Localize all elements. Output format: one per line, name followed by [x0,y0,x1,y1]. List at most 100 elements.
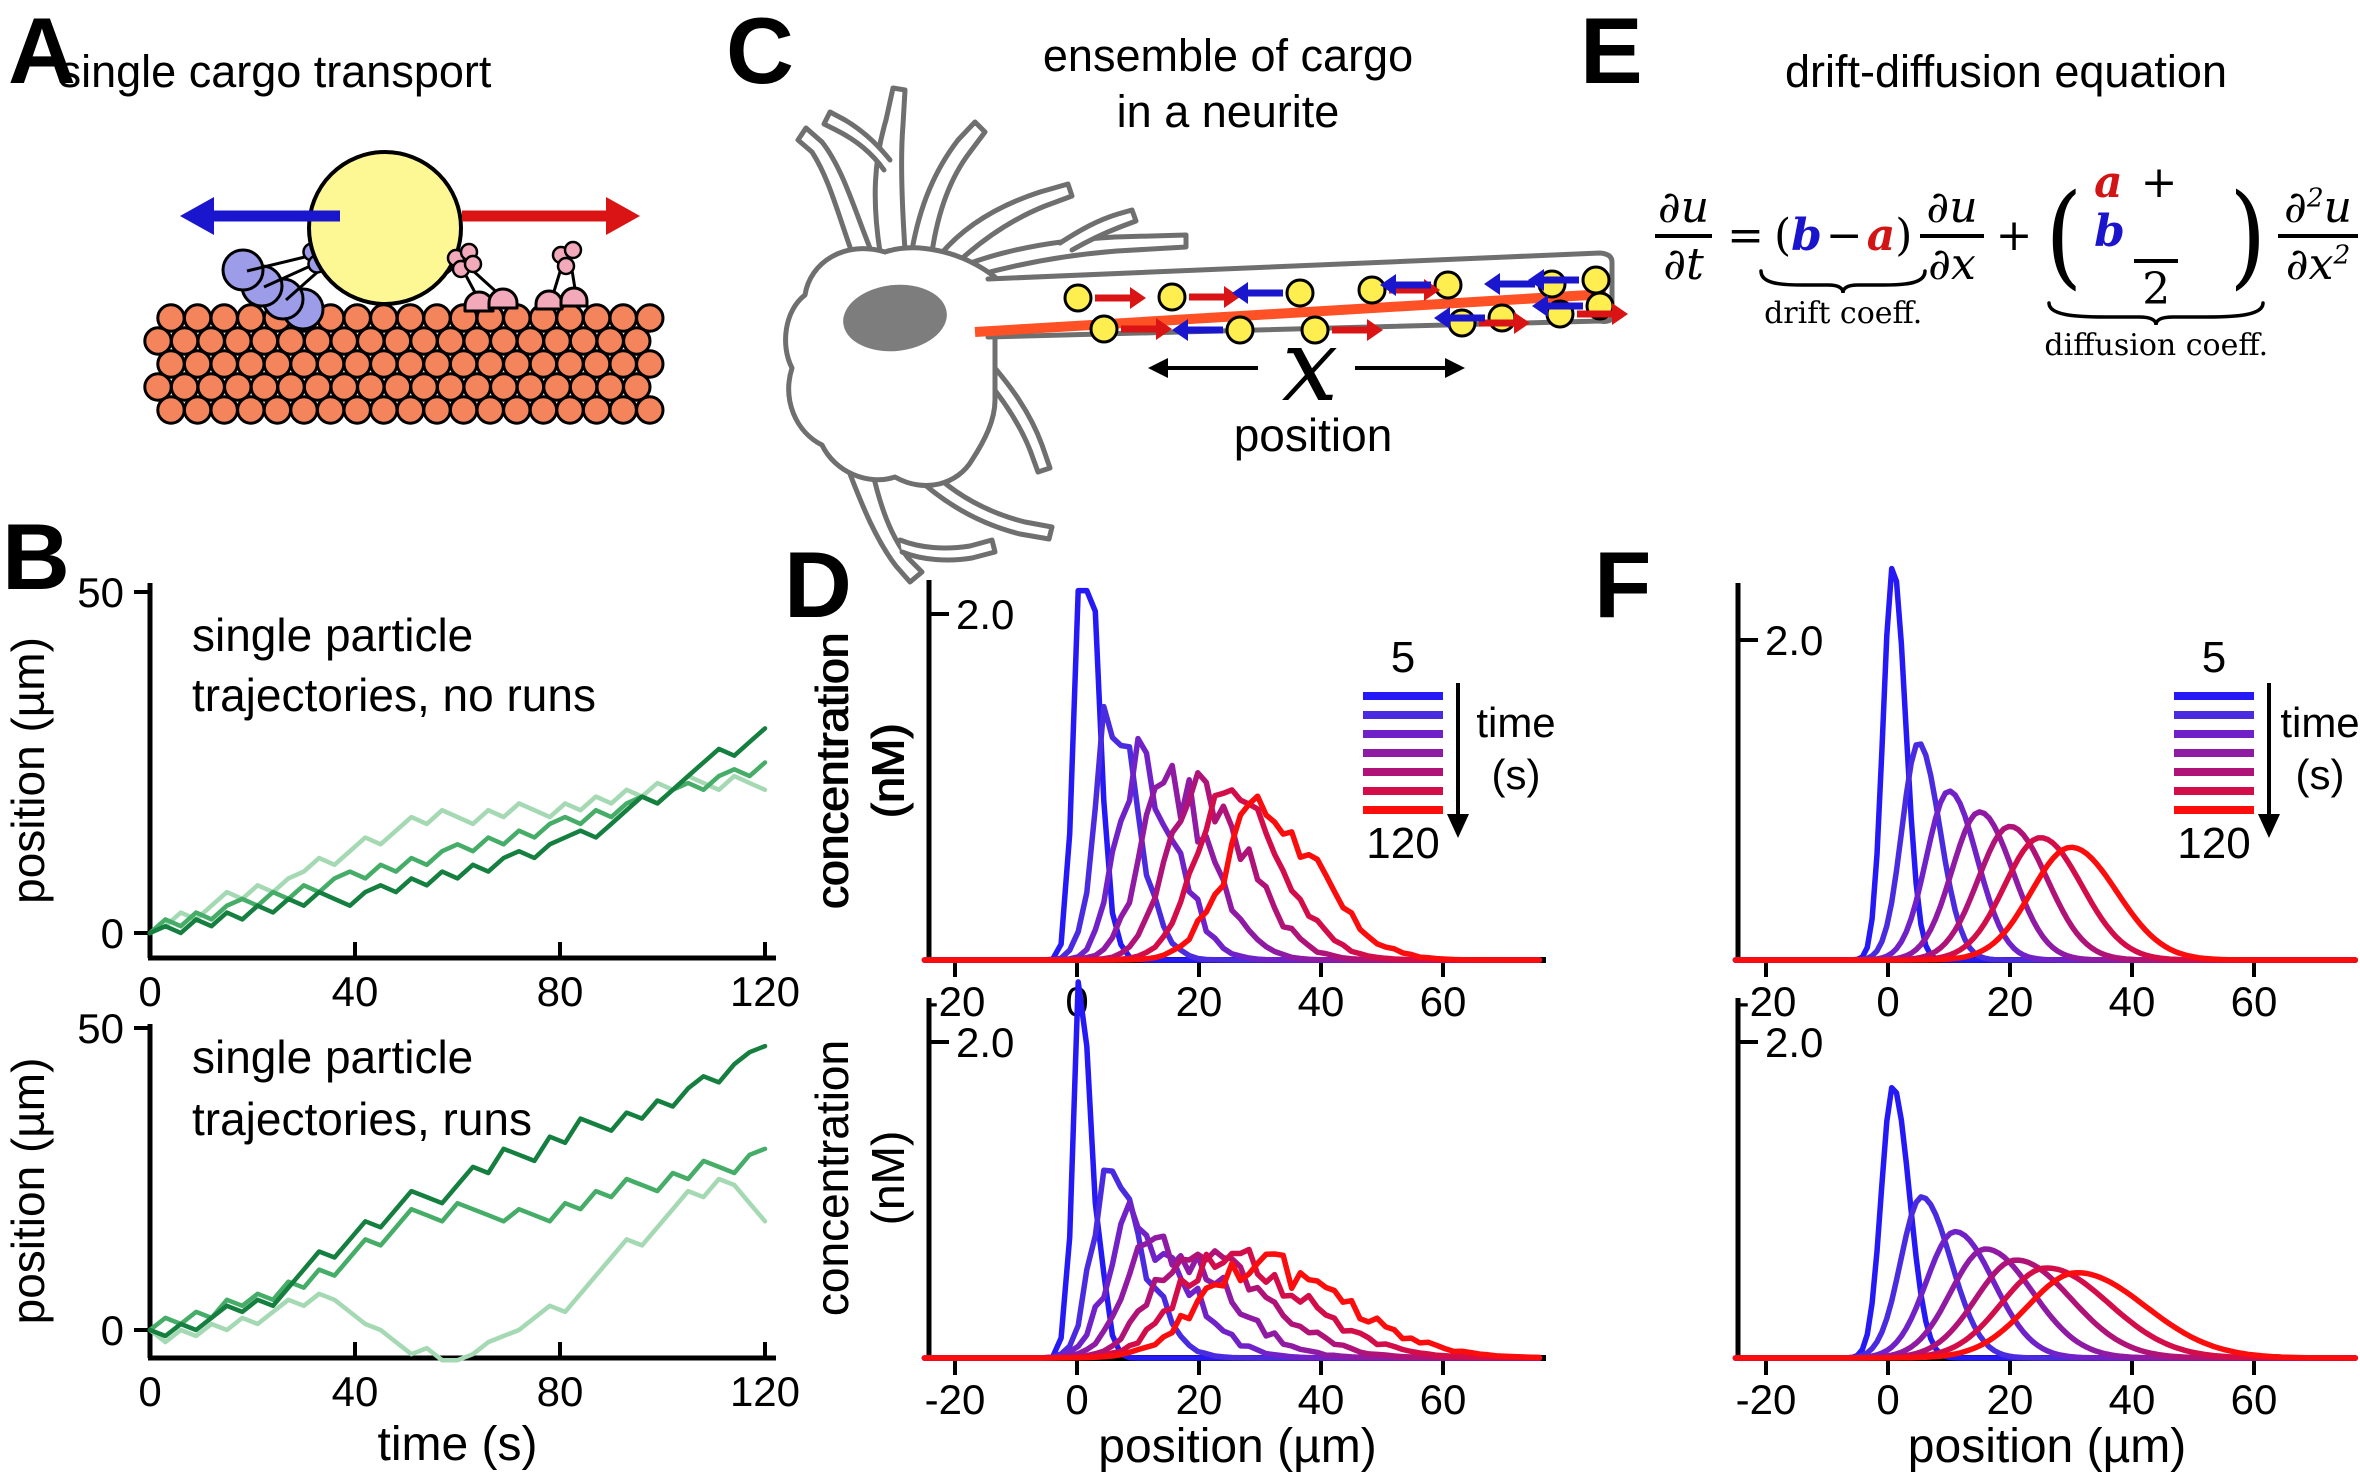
F_bottom-x-axis-label: position (µm) [1908,1420,2186,1473]
D_bottom-curve-t120 [921,1251,1543,1361]
dendrite-icon [821,109,893,173]
eq-two: 2 [2134,258,2179,314]
F_bottom-x-tick-label: 40 [2109,1376,2156,1423]
tubulin-subunit-icon [369,395,399,425]
panel-a-cartoon [143,150,665,425]
panel-label-b: B [2,504,70,609]
B_bottom-x-tick-label: 80 [537,1368,584,1415]
B_bottom-x-tick-label: 40 [332,1368,379,1415]
drift-term: ( b − a ) drift coeff. [1759,210,1927,331]
D_top-legend-swatch-t20 [1363,711,1443,719]
eq-dt: ∂t [1655,233,1712,289]
x-arrow-right-icon-head [1445,358,1465,378]
F_top-legend-swatch-t120 [2174,806,2254,814]
kinesin-foot-icon [559,286,589,308]
D_bottom-y-tick-label: 2.0 [956,1019,1014,1066]
eq-a-red: a [1866,210,1896,262]
cargo-particle-icon [1487,303,1517,333]
D_top-legend-time-arrow-icon-head [1447,814,1469,838]
F_top-y-axis-label-line1: concentration [806,633,858,909]
d2udx2-fraction: ∂2u ∂x2 [2276,182,2360,290]
B_top-x-tick-label: 0 [138,968,161,1015]
eq-dx2: ∂x [2285,238,2334,290]
D_top-legend-seconds-label: (s) [1492,751,1541,798]
B_bottom-trajectory-medium [147,1146,768,1333]
B_top-y-tick-label: 0 [101,910,124,957]
F_bottom-x-tick-label: 60 [2231,1376,2278,1423]
tubulin-subunit-icon [156,395,186,425]
D_top-x-tick-label: -20 [925,978,986,1025]
D_top-legend-swatch-t80 [1363,768,1443,776]
cargo-arrow-right-icon-head [1224,286,1240,308]
cargo-arrow-right-icon-head [1514,312,1530,334]
anterograde-arrow-icon-head [606,197,640,235]
panel-label-f: F [1594,532,1651,637]
panel-label-a: A [8,0,76,103]
eq-lparen: ( [1773,210,1792,262]
diffusion-coeff-label: diffusion coeff. [2044,327,2269,363]
eq-b-blue: b [1791,210,1822,262]
x-arrow-left-icon-head [1148,358,1168,378]
D_bottom-x-tick-label: 40 [1298,1376,1345,1423]
B_top-y-tick-label: 50 [77,569,124,616]
D_top-legend-swatch-t120 [1363,806,1443,814]
panel-e-title: drift-diffusion equation [1785,46,2227,97]
B_bottom-x-tick-label: 120 [730,1368,800,1415]
cargo-arrow-right-icon-head [1367,319,1383,341]
cargo-particle-icon [1300,315,1330,345]
eq-du2: ∂u [1926,181,1978,233]
cargo-arrow-left-icon-head [1528,269,1544,291]
eq-plus2: + [2140,157,2178,208]
F_top-legend-time-label: time [2280,699,2359,746]
D_bottom-x-tick-label: -20 [925,1376,986,1423]
F_top-curve-t120 [1732,844,2359,963]
F_top-curve-t20 [1732,741,2359,963]
tubulin-subunit-icon [289,395,319,425]
tubulin-subunit-icon [581,395,612,425]
F_top-x-tick-label: -20 [1736,978,1797,1025]
F_top-curve-t60 [1732,809,2359,963]
cargo-particle-icon [1285,278,1315,308]
F_top-x-tick-label: 40 [2109,978,2156,1025]
D_top-legend-swatch-t100 [1363,787,1443,795]
tubulin-subunit-icon [502,395,532,425]
x-position-symbol: x [1281,307,1339,424]
F_bottom-y-axis-label-line2: (nM) [862,1131,914,1226]
F_bottom-curve-t120 [1732,1269,2359,1361]
cargo-vesicle-icon [307,150,463,306]
dynein-motor-icon [221,248,265,292]
tubulin-subunit-icon [622,372,652,402]
D_top-legend-bottom-label: 120 [1366,819,1439,868]
panel-c-title-line2: in a neurite [1116,86,1340,137]
b-bottom-annotation-line1: single particle [192,1031,474,1083]
F_top-y-tick-label: 2.0 [1765,617,1823,664]
b-top-annotation-line2: trajectories, no runs [192,669,596,721]
D_top-legend-top-label: 5 [1391,633,1415,682]
F_top-legend-swatch-t60 [2174,749,2254,757]
tubulin-subunit-icon [262,395,293,425]
B_bottom-x-tick-label: 0 [138,1368,161,1415]
cargo-particle-icon [1433,270,1463,300]
b-top-annotation-line1: single particle [192,609,474,661]
D_top-curve-t60 [921,762,1543,963]
cargo-arrow-left-icon-head [1532,295,1548,317]
eq-minus: − [1825,210,1863,262]
soma-icon [783,245,998,488]
F_bottom-x-tick-label: -20 [1736,1376,1797,1423]
D_top-y-tick-label: 2.0 [956,591,1014,638]
F_bottom-curve-t20 [1732,1194,2359,1361]
dudt-fraction: ∂u ∂t [1650,182,1717,290]
F_top-legend-bottom-label: 120 [2177,819,2250,868]
D_top-x-tick-label: 40 [1298,978,1345,1025]
B_top-x-tick-label: 80 [537,968,584,1015]
tubulin-subunit-icon [422,395,452,425]
cargo-particle-icon [1063,283,1093,313]
B_bottom-y-axis-label: position (µm) [2,1058,54,1325]
B_top-x-tick-label: 40 [332,968,379,1015]
panel-c-neuron [783,85,1615,585]
eq-equals: = [1727,210,1764,262]
F_top-y-axis-label-line2: (nM) [862,724,914,819]
tubulin-subunit-icon [395,395,426,425]
panel-c-title-line1: ensemble of cargo [1042,30,1414,81]
F_top-legend-time-arrow-icon-head [2258,814,2280,838]
